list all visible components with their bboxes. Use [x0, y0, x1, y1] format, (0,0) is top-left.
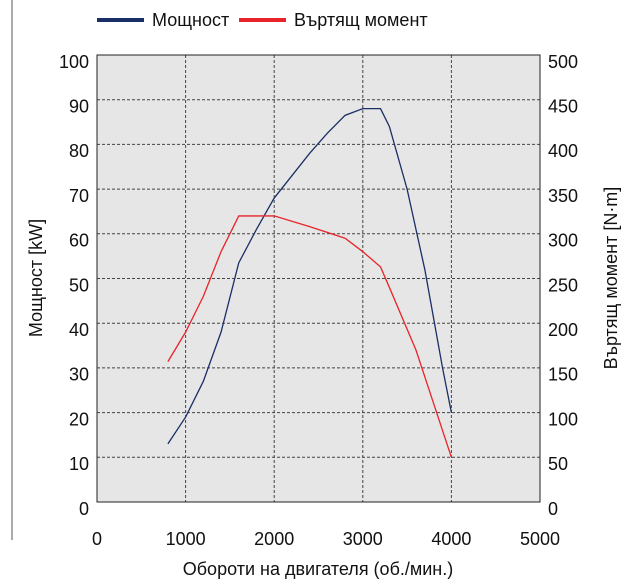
- series-line: [167, 215, 453, 458]
- y2-tick-label: 250: [548, 275, 578, 295]
- x-tick-label: 4000: [431, 529, 471, 549]
- x-tick-label: 2000: [254, 529, 294, 549]
- series-line: [167, 107, 453, 445]
- y-tick-label: 60: [69, 231, 89, 251]
- y2-tick-label: 150: [548, 365, 578, 385]
- y2-tick-label: 350: [548, 186, 578, 206]
- x-tick-label: 1000: [166, 529, 206, 549]
- y2-tick-label: 300: [548, 231, 578, 251]
- y-tick-label: 40: [69, 320, 89, 340]
- y2-tick-label: 0: [548, 499, 558, 519]
- y2-axis-label: Въртящ момент [N·m]: [601, 187, 621, 370]
- y2-tick-label: 400: [548, 141, 578, 161]
- y-tick-label: 30: [69, 365, 89, 385]
- y-tick-label: 100: [59, 52, 89, 72]
- x-tick-label: 3000: [343, 529, 383, 549]
- legend-label: Въртящ момент: [294, 10, 428, 30]
- y2-tick-label: 450: [548, 96, 578, 116]
- y2-tick-label: 100: [548, 409, 578, 429]
- y-tick-label: 90: [69, 96, 89, 116]
- y2-tick-label: 500: [548, 52, 578, 72]
- y-tick-label: 20: [69, 409, 89, 429]
- y2-tick-label: 200: [548, 320, 578, 340]
- y2-tick-label: 50: [548, 454, 568, 474]
- y-tick-label: 70: [69, 186, 89, 206]
- x-axis-label: Обороти на двигателя (об./мин.): [183, 559, 454, 579]
- plot-frame: [96, 54, 541, 503]
- legend-label: Мощност: [152, 10, 229, 30]
- y-tick-label: 50: [69, 275, 89, 295]
- y-axis-label: Мощност [kW]: [26, 219, 46, 337]
- y-tick-label: 80: [69, 141, 89, 161]
- x-tick-label: 5000: [520, 529, 560, 549]
- x-tick-label: 0: [92, 529, 102, 549]
- y-tick-label: 10: [69, 454, 89, 474]
- y-tick-label: 0: [79, 499, 89, 519]
